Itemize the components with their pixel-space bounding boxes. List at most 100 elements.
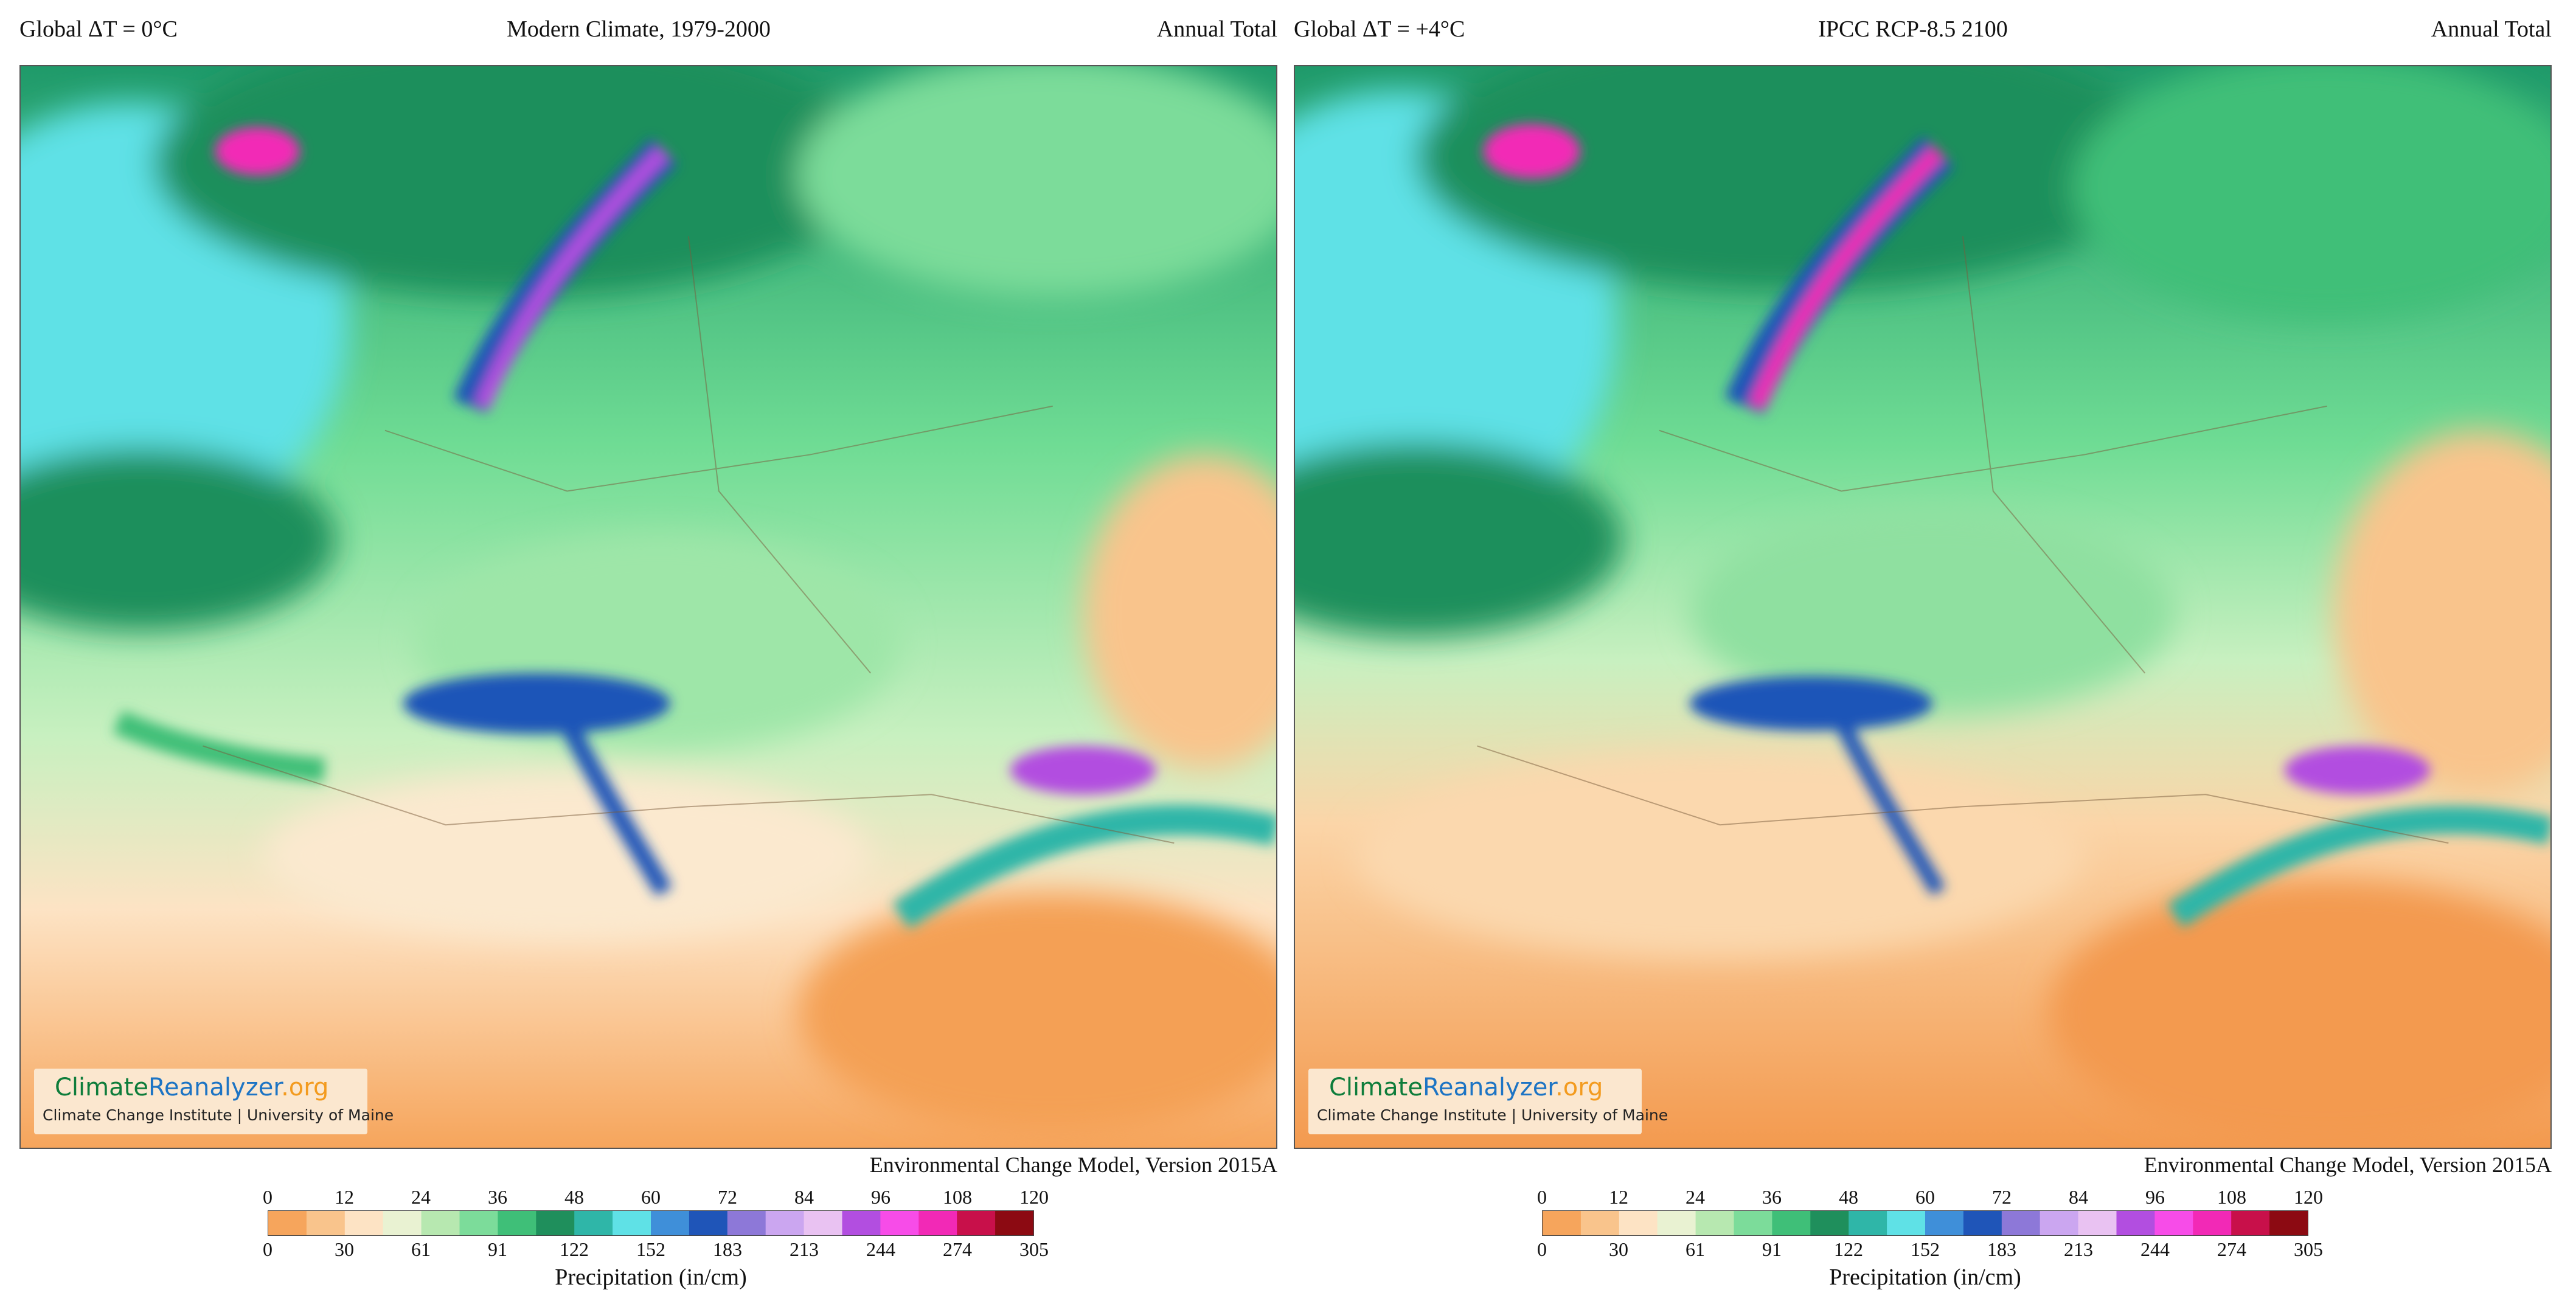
precipitation-legend: 0 12 24 36 48 60 72 84 96 108 120 0 30 61 91 122 152 183… [1537,1186,2323,1302]
legend-color-swatch [1849,1211,1887,1235]
legend-color-swatch [574,1211,613,1235]
precipitation-map: ClimateReanalyzer.org Climate Change Ins… [1294,65,2552,1149]
legend-tick-label: 36 [1762,1186,1782,1208]
climatereanalyzer-logo: ClimateReanalyzer.org Climate Change Ins… [1308,1069,1668,1134]
legend-tick-label: 60 [641,1186,661,1208]
panel-scenario-title: Modern Climate, 1979-2000 [507,16,771,42]
map-image [21,66,1276,1148]
panel-modern: Global ΔT = 0°C Modern Climate, 1979-200… [0,0,1277,1304]
legend-tick-label: 152 [636,1238,665,1260]
legend-color-swatch [1619,1211,1658,1235]
legend-title: Precipitation (in/cm) [555,1264,747,1290]
legend-tick-label: 36 [488,1186,507,1208]
legend-color-swatch [804,1211,842,1235]
legend-tick-label: 120 [1019,1186,1049,1208]
legend-tick-label: 30 [335,1238,354,1260]
legend-tick-label: 122 [560,1238,589,1260]
legend-tick-label: 48 [1839,1186,1858,1208]
legend-color-swatch [651,1211,690,1235]
legend-tick-label: 12 [1609,1186,1628,1208]
legend-tick-label: 122 [1834,1238,1863,1260]
legend-color-swatch [421,1211,460,1235]
precipitation-legend: 0 12 24 36 48 60 72 84 96 108 120 0 30 61 91 122 152 183… [263,1186,1049,1302]
legend-color-swatch [1810,1211,1849,1235]
legend-color-swatch [1772,1211,1811,1235]
legend-tick-label: 30 [1609,1238,1628,1260]
legend-bottom-ticks: 0 30 61 91 122 152 183 213 244 274 305 [1537,1238,2323,1263]
legend-color-swatch [1657,1211,1696,1235]
legend-color-swatch [957,1211,996,1235]
model-credit: Environmental Change Model, Version 2015… [869,1153,1277,1177]
legend-tick-label: 274 [2217,1238,2246,1260]
legend-tick-label: 108 [943,1186,972,1208]
climatereanalyzer-logo: ClimateReanalyzer.org Climate Change Ins… [34,1069,394,1134]
legend-color-swatch [1887,1211,1926,1235]
legend-tick-label: 84 [2069,1186,2088,1208]
legend-tick-label: 91 [488,1238,507,1260]
legend-tick-label: 48 [564,1186,584,1208]
legend-tick-label: 24 [411,1186,431,1208]
legend-color-swatch [1925,1211,1964,1235]
panel-period-label: Annual Total [1156,16,1277,42]
legend-bottom-ticks: 0 30 61 91 122 152 183 213 244 274 305 [263,1238,1049,1263]
legend-color-swatch [2116,1211,2155,1235]
legend-tick-label: 305 [1019,1238,1049,1260]
panel-global-delta-t: Global ΔT = +4°C [1294,16,1465,42]
panel-rcp85: Global ΔT = +4°C IPCC RCP-8.5 2100 Annua… [1274,0,2552,1304]
legend-tick-label: 244 [866,1238,895,1260]
map-image [1295,66,2550,1148]
legend-color-swatch [344,1211,384,1235]
legend-color-swatch [1695,1211,1734,1235]
legend-tick-label: 305 [2294,1238,2323,1260]
legend-tick-label: 0 [263,1238,273,1260]
legend-tick-label: 213 [2064,1238,2093,1260]
panel-scenario-title: IPCC RCP-8.5 2100 [1818,16,2008,42]
legend-tick-label: 72 [1992,1186,2012,1208]
legend-tick-label: 0 [1537,1238,1547,1260]
legend-color-swatch [1963,1211,2002,1235]
legend-title: Precipitation (in/cm) [1829,1264,2021,1290]
panel-global-delta-t: Global ΔT = 0°C [19,16,178,42]
legend-tick-label: 108 [2217,1186,2246,1208]
legend-top-ticks: 0 12 24 36 48 60 72 84 96 108 120 [263,1186,1049,1210]
legend-tick-label: 72 [718,1186,737,1208]
model-credit: Environmental Change Model, Version 2015… [2144,1153,2552,1177]
legend-color-swatch [2231,1211,2270,1235]
logo-subtitle: Climate Change Institute | University of… [43,1106,394,1124]
precipitation-map: ClimateReanalyzer.org Climate Change Ins… [19,65,1277,1149]
legend-tick-label: 244 [2140,1238,2170,1260]
legend-tick-label: 213 [790,1238,819,1260]
legend-tick-label: 152 [1911,1238,1940,1260]
legend-tick-label: 96 [2145,1186,2165,1208]
legend-color-swatch [2001,1211,2041,1235]
legend-color-swatch [383,1211,422,1235]
legend-color-swatch [918,1211,957,1235]
legend-color-swatch [2078,1211,2117,1235]
legend-color-swatch [727,1211,766,1235]
legend-tick-label: 183 [1987,1238,2016,1260]
legend-colorbar [268,1210,1034,1236]
legend-top-ticks: 0 12 24 36 48 60 72 84 96 108 120 [1537,1186,2323,1210]
legend-tick-label: 0 [1537,1186,1547,1208]
legend-tick-label: 61 [411,1238,431,1260]
legend-tick-label: 183 [713,1238,742,1260]
legend-color-swatch [880,1211,919,1235]
panel-period-label: Annual Total [2431,16,2552,42]
legend-color-swatch [1580,1211,1620,1235]
legend-color-swatch [1543,1211,1581,1235]
legend-color-swatch [2269,1211,2308,1235]
legend-color-swatch [689,1211,728,1235]
legend-color-swatch [268,1211,307,1235]
legend-tick-label: 84 [794,1186,814,1208]
legend-tick-label: 91 [1762,1238,1782,1260]
legend-tick-label: 12 [335,1186,354,1208]
legend-tick-label: 24 [1686,1186,1705,1208]
legend-color-swatch [2193,1211,2232,1235]
legend-color-swatch [1734,1211,1772,1235]
legend-color-swatch [536,1211,575,1235]
legend-color-swatch [613,1211,651,1235]
legend-color-swatch [2154,1211,2193,1235]
legend-color-swatch [765,1211,805,1235]
legend-color-swatch [498,1211,536,1235]
legend-color-swatch [842,1211,881,1235]
